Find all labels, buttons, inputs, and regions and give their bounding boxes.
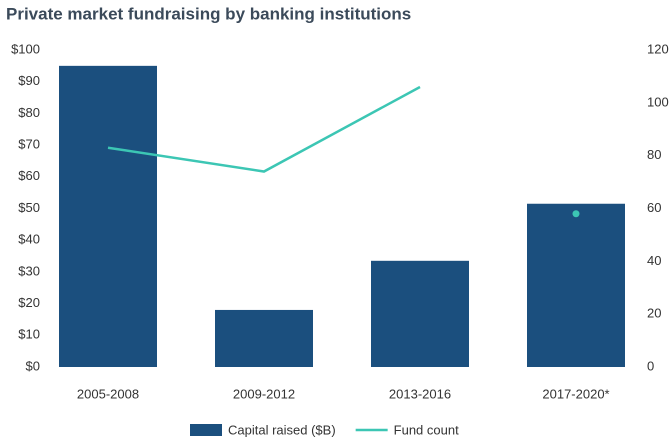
x-tick-label: 2017-2020* xyxy=(542,386,609,401)
y2-tick-label: 60 xyxy=(647,200,661,215)
y2-tick-label: 120 xyxy=(647,41,669,56)
y-tick-label: $0 xyxy=(26,358,40,373)
y-tick-label: $30 xyxy=(18,263,40,278)
bar xyxy=(59,65,157,367)
legend-swatch xyxy=(190,424,222,436)
y-tick-label: $10 xyxy=(18,327,40,342)
y2-tick-label: 0 xyxy=(647,358,654,373)
y-tick-label: $60 xyxy=(18,168,40,183)
y-tick-label: $20 xyxy=(18,295,40,310)
point xyxy=(572,210,580,218)
y-tick-label: $100 xyxy=(11,41,40,56)
y2-tick-label: 20 xyxy=(647,306,661,321)
y2-tick-label: 80 xyxy=(647,147,661,162)
legend-label: Capital raised ($B) xyxy=(228,422,336,437)
y2-tick-label: 100 xyxy=(647,94,669,109)
y-tick-label: $80 xyxy=(18,105,40,120)
x-tick-label: 2013-2016 xyxy=(389,386,451,401)
bar xyxy=(371,260,469,367)
x-tick-label: 2009-2012 xyxy=(233,386,295,401)
legend-label: Fund count xyxy=(394,422,459,437)
y-tick-label: $50 xyxy=(18,200,40,215)
y-tick-label: $90 xyxy=(18,73,40,88)
line xyxy=(107,85,421,173)
chart-title: Private market fundraising by banking in… xyxy=(6,4,411,23)
y-tick-label: $70 xyxy=(18,137,40,152)
bar xyxy=(527,203,625,367)
y2-tick-label: 40 xyxy=(647,253,661,268)
x-tick-label: 2005-2008 xyxy=(77,386,139,401)
bar xyxy=(215,309,313,367)
y-tick-label: $40 xyxy=(18,232,40,247)
